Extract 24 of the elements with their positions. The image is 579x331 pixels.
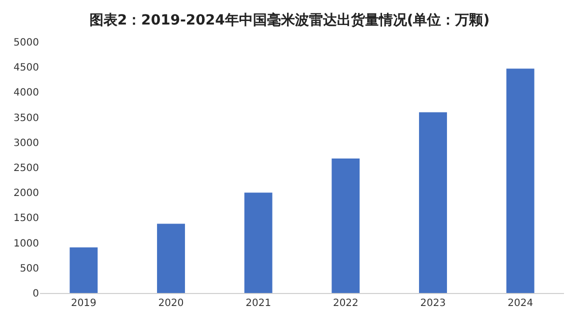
y-tick-label: 3000 bbox=[14, 138, 39, 149]
y-tick-label: 3500 bbox=[14, 112, 39, 124]
y-tick-label: 5000 bbox=[14, 38, 39, 48]
y-tick-label: 2500 bbox=[14, 163, 39, 174]
chart-title: 图表2：2019-2024年中国毫米波雷达出货量情况(单位：万颗) bbox=[89, 12, 490, 29]
x-tick-label: 2019 bbox=[70, 298, 96, 309]
y-tick-label: 500 bbox=[20, 263, 39, 274]
y-tick-label: 0 bbox=[32, 288, 39, 300]
y-tick-label: 1500 bbox=[14, 213, 39, 224]
bar bbox=[157, 224, 185, 293]
x-tick-label: 2021 bbox=[246, 298, 272, 309]
x-tick-label: 2024 bbox=[508, 298, 534, 309]
bar bbox=[419, 112, 447, 293]
x-tick-label: 2020 bbox=[158, 298, 184, 309]
bar bbox=[506, 68, 534, 293]
bar bbox=[332, 158, 360, 293]
x-tick-label: 2022 bbox=[332, 298, 358, 309]
y-tick-label: 4500 bbox=[14, 62, 39, 74]
bar bbox=[244, 192, 272, 293]
x-tick-label: 2023 bbox=[420, 298, 446, 309]
y-tick-label: 1000 bbox=[14, 238, 39, 250]
y-tick-label: 4000 bbox=[14, 88, 39, 99]
y-tick-label: 2000 bbox=[14, 188, 39, 200]
bar bbox=[70, 247, 98, 293]
